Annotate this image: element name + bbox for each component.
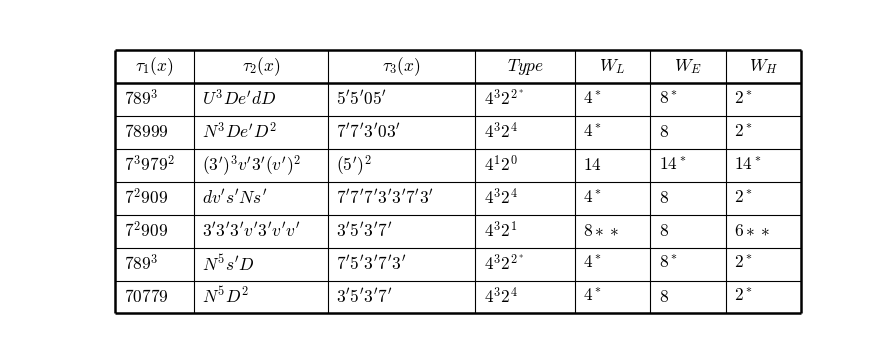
Text: $7^2909$: $7^2909$: [123, 188, 167, 208]
Text: $4^*$: $4^*$: [583, 255, 602, 273]
Text: $(3')^3v'3'(v')^2$: $(3')^3v'3'(v')^2$: [202, 153, 301, 178]
Text: $4^32^4$: $4^32^4$: [484, 188, 518, 208]
Text: $7^3979^2$: $7^3979^2$: [123, 155, 174, 175]
Text: $U^3De'dD$: $U^3De'dD$: [202, 89, 276, 110]
Text: $14^*$: $14^*$: [659, 156, 686, 174]
Text: $\tau_3(x)$: $\tau_3(x)$: [383, 55, 421, 78]
Text: $W_H$: $W_H$: [749, 57, 778, 76]
Text: $4^32^{2^*}$: $4^32^{2^*}$: [484, 90, 524, 109]
Text: $4^32^1$: $4^32^1$: [484, 221, 517, 241]
Text: $7'7'3'03'$: $7'7'3'03'$: [336, 123, 401, 142]
Text: $3'3'3'v'3'v'v'$: $3'3'3'v'3'v'v'$: [202, 222, 300, 240]
Text: $\mathit{Type}$: $\mathit{Type}$: [507, 57, 544, 77]
Text: $8^*$: $8^*$: [659, 255, 678, 273]
Text: $(5')^2$: $(5')^2$: [336, 153, 372, 178]
Text: $70779$: $70779$: [123, 288, 168, 306]
Text: $W_E$: $W_E$: [674, 57, 702, 76]
Text: $4^32^4$: $4^32^4$: [484, 122, 518, 143]
Text: $14$: $14$: [583, 156, 602, 174]
Text: $8$: $8$: [659, 222, 669, 240]
Text: $7'5'3'7'3'$: $7'5'3'7'3'$: [336, 255, 407, 273]
Text: $N^3De'D^2$: $N^3De'D^2$: [202, 122, 277, 143]
Text: $6**$: $6**$: [734, 222, 770, 240]
Text: $dv's'Ns'$: $dv's'Ns'$: [202, 189, 267, 208]
Text: $8$: $8$: [659, 123, 669, 141]
Text: $78999$: $78999$: [123, 123, 168, 141]
Text: $4^12^0$: $4^12^0$: [484, 155, 518, 175]
Text: $4^*$: $4^*$: [583, 189, 602, 207]
Text: $\tau_1(x)$: $\tau_1(x)$: [135, 55, 174, 78]
Text: $2^*$: $2^*$: [734, 189, 753, 207]
Text: $8$: $8$: [659, 288, 669, 306]
Text: $4^32^4$: $4^32^4$: [484, 287, 518, 307]
Text: $789^3$: $789^3$: [123, 89, 158, 110]
Text: $7^2909$: $7^2909$: [123, 221, 167, 241]
Text: $2^*$: $2^*$: [734, 123, 753, 141]
Text: $8**$: $8**$: [583, 222, 620, 240]
Text: $789^3$: $789^3$: [123, 254, 158, 274]
Text: $2^*$: $2^*$: [734, 255, 753, 273]
Text: $8^*$: $8^*$: [659, 90, 678, 108]
Text: $4^*$: $4^*$: [583, 123, 602, 141]
Text: $3'5'3'7'$: $3'5'3'7'$: [336, 222, 392, 240]
Text: $5'5'05'$: $5'5'05'$: [336, 90, 387, 109]
Text: $3'5'3'7'$: $3'5'3'7'$: [336, 288, 392, 306]
Text: $N^5D^2$: $N^5D^2$: [202, 287, 249, 307]
Text: $2^*$: $2^*$: [734, 90, 753, 108]
Text: $7'7'7'3'3'7'3'$: $7'7'7'3'3'7'3'$: [336, 189, 434, 208]
Text: $2^*$: $2^*$: [734, 288, 753, 306]
Text: $4^*$: $4^*$: [583, 288, 602, 306]
Text: $8$: $8$: [659, 189, 669, 207]
Text: $\tau_2(x)$: $\tau_2(x)$: [241, 55, 280, 78]
Text: $N^5s'D$: $N^5s'D$: [202, 254, 256, 274]
Text: $4^*$: $4^*$: [583, 90, 602, 108]
Text: $W_L$: $W_L$: [599, 57, 626, 76]
Text: $14^*$: $14^*$: [734, 156, 762, 174]
Text: $4^32^{2^*}$: $4^32^{2^*}$: [484, 254, 524, 274]
